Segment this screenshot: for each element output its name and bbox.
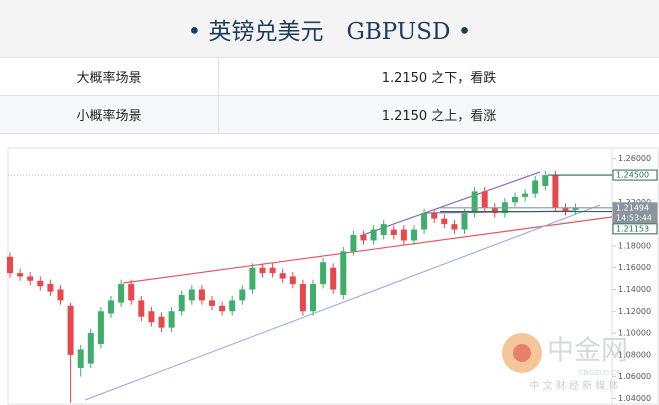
candle-body [380, 224, 387, 235]
cell: 1.2150 之上，看涨 [381, 109, 497, 124]
candle-body [491, 207, 498, 214]
candle-body [360, 235, 367, 241]
candle-body [148, 311, 155, 323]
candle-body [158, 316, 165, 328]
candle-body [522, 193, 529, 197]
candle-body [340, 251, 347, 295]
candle-body [229, 300, 236, 312]
candle-body [320, 262, 327, 285]
candle-body [239, 289, 246, 301]
scenario-table: 大概率场景 1.2150 之下，看跌 小概率场景 1.2150 之上，看涨 [0, 57, 659, 134]
candle-body [411, 229, 417, 241]
candle-body [249, 267, 256, 290]
candle-body [400, 229, 407, 241]
candle-body [57, 289, 64, 301]
table-row: 小概率场景 1.2150 之上，看涨 [0, 95, 659, 133]
candle-body [572, 207, 579, 210]
candle-body [259, 267, 266, 274]
candle-body [37, 280, 44, 287]
candle-body [542, 175, 549, 186]
candle-body [562, 207, 569, 212]
candle-body [461, 213, 468, 230]
candle-body [421, 213, 428, 230]
y-tick-label: 1.16000 [618, 263, 651, 272]
candle-body [390, 229, 397, 235]
chart: 中金网 CNGOLD.CN 中 文 财 经 新 媒 体 1.26000 1.220… [7, 147, 659, 405]
level-label: 1.21153 [616, 224, 649, 233]
candle-body [451, 224, 458, 230]
y-tick-label: 1.22000 [618, 198, 651, 207]
candle-body [47, 284, 54, 292]
level-label-box [612, 223, 658, 235]
cell: 小概率场景 [0, 96, 219, 133]
level-label-box [612, 169, 658, 181]
candle-body [178, 294, 185, 312]
watermark-slogan: 中 文 财 经 新 媒 体 [529, 379, 618, 392]
candle-body [370, 229, 377, 241]
candle-body [97, 311, 104, 344]
cell: 1.2150 之下，看跌 [381, 71, 497, 86]
candle-body [532, 180, 539, 194]
trend-line [122, 216, 613, 284]
trend-line [84, 204, 601, 401]
y-tick-label: 1.18000 [618, 241, 651, 250]
candle-body [269, 267, 276, 274]
time-label: 14:53:44 [616, 213, 652, 222]
candle-body [289, 276, 296, 285]
candle-body [219, 305, 226, 312]
cell: 大概率场景 [0, 58, 219, 95]
candle-body [512, 196, 518, 203]
watermark: 中金网 CNGOLD.CN 中 文 财 经 新 媒 体 [502, 333, 628, 392]
candle-body [441, 218, 448, 225]
candle-body [67, 305, 74, 355]
candle-body [350, 235, 357, 252]
candle-body [168, 311, 175, 328]
candle-body [188, 289, 195, 301]
table-row: 大概率场景 1.2150 之下，看跌 [0, 57, 659, 95]
candle-body [471, 191, 478, 214]
candle-body [128, 284, 135, 301]
candle-body [27, 276, 34, 281]
candle-body [209, 300, 215, 306]
level-label: 1.21494 [616, 203, 649, 212]
candle-body [552, 175, 559, 208]
y-tick-label: 1.06000 [618, 372, 651, 381]
y-tick-label: 1.12000 [618, 307, 651, 316]
candle-body [138, 300, 145, 317]
candle-body [77, 349, 84, 368]
candle-body [7, 256, 13, 274]
y-tick-label: 1.04000 [618, 394, 651, 403]
candle-body [87, 333, 94, 364]
candle-body [118, 284, 125, 303]
y-tick-label: 1.14000 [618, 285, 651, 294]
candle-body [279, 273, 286, 279]
candle-body [310, 284, 316, 312]
watermark-brand: 中金网 [547, 336, 628, 367]
channel-line [359, 171, 541, 237]
candle-body [299, 284, 306, 312]
y-tick-label: 1.26000 [618, 154, 651, 163]
candle-body [198, 289, 205, 301]
candle-body [108, 300, 114, 314]
candle-body [17, 273, 24, 277]
watermark-logo [513, 344, 531, 362]
candle-body [431, 213, 438, 219]
y-tick-label: 1.10000 [618, 329, 651, 338]
watermark-site: CNGOLD.CN [579, 369, 622, 377]
candle-body [481, 191, 488, 208]
y-tick-label: 1.08000 [618, 350, 651, 359]
time-label-box [612, 212, 658, 224]
candle-body [330, 267, 337, 290]
level-label: 1.24500 [616, 171, 649, 180]
page-title: • 英镑兑美元 GBPUSD • [0, 0, 659, 57]
